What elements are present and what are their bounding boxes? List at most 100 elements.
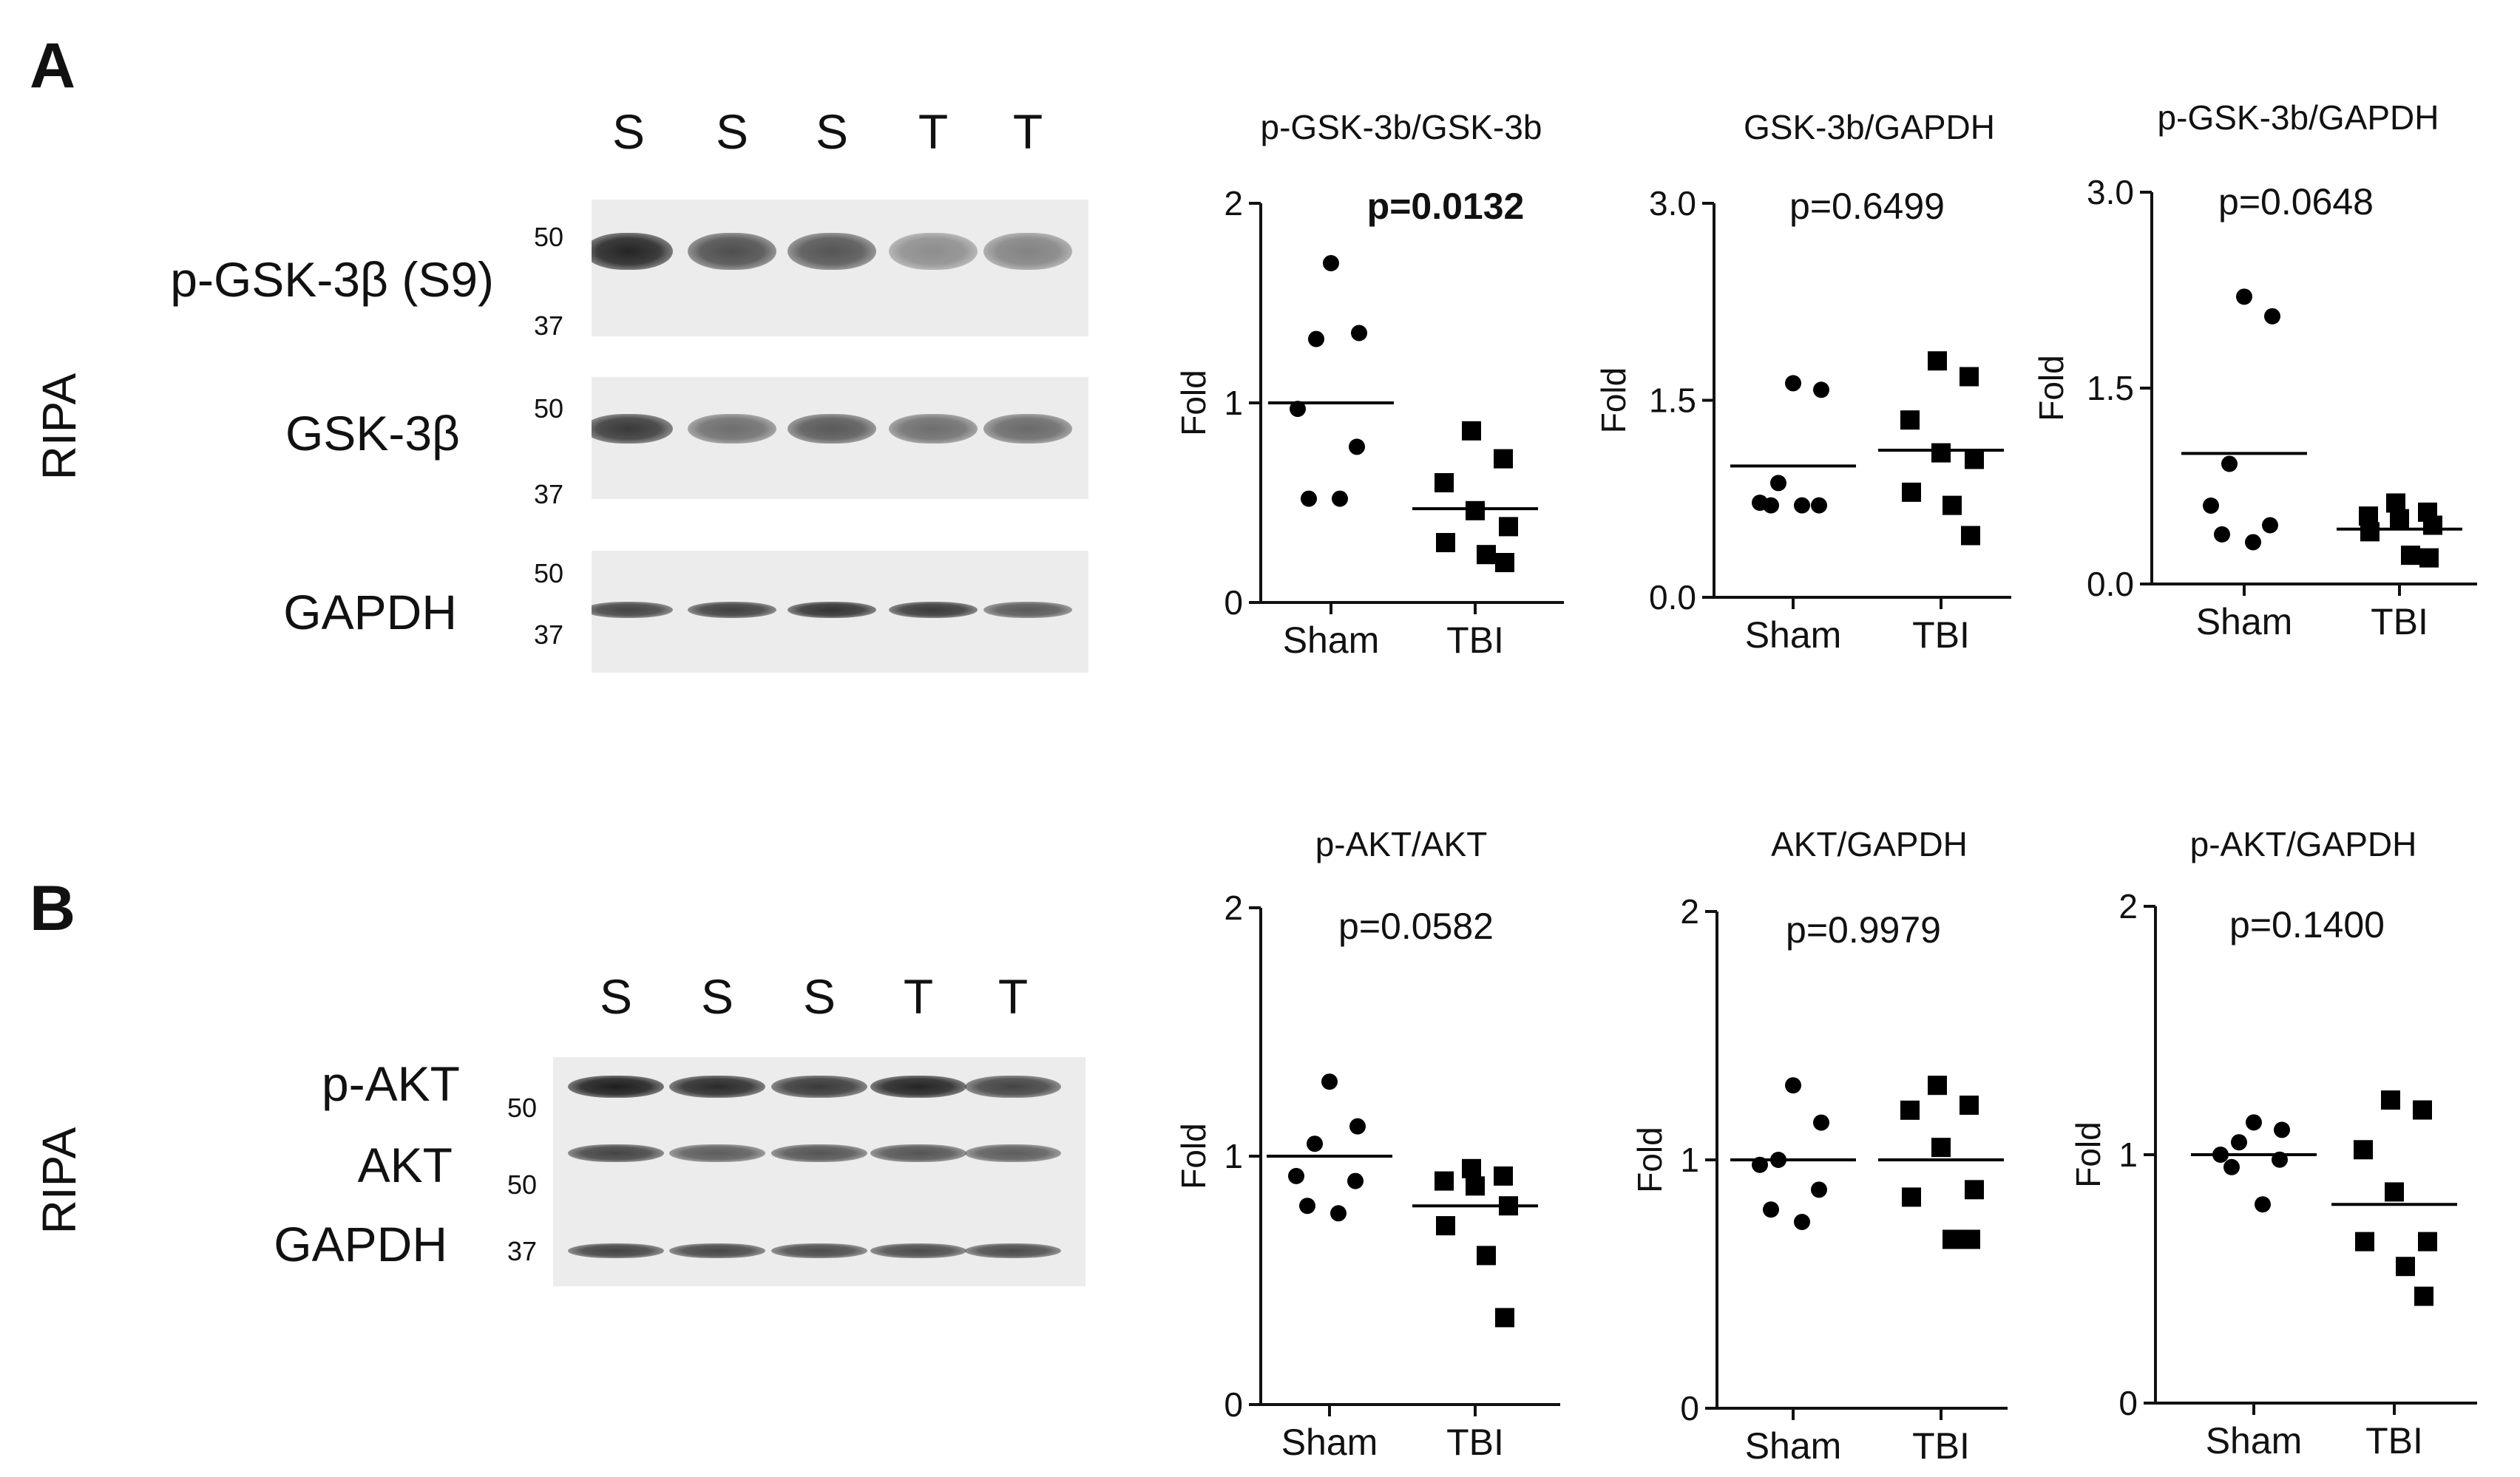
tbi-point xyxy=(2354,1140,2373,1160)
x-tick-label: Sham xyxy=(2206,1420,2303,1461)
blot-band xyxy=(592,602,673,618)
tbi-point xyxy=(1477,1246,1496,1266)
mw-marker: 50 xyxy=(507,1093,538,1123)
p-value-label: p=0.0582 xyxy=(1338,906,1494,947)
blot-band xyxy=(870,1144,966,1162)
sham-point xyxy=(1770,475,1786,492)
chart-title: p-GSK-3b/GAPDH xyxy=(2158,98,2439,137)
x-tick-label: Sham xyxy=(1745,614,1842,656)
sham-point xyxy=(2203,498,2219,514)
tbi-point xyxy=(1435,473,1454,492)
sham-point xyxy=(1347,1172,1364,1189)
blot-band xyxy=(771,1144,867,1162)
blot-band xyxy=(688,414,776,444)
tbi-point xyxy=(2385,1182,2404,1202)
tbi-point xyxy=(1942,1229,1962,1249)
tbi-point xyxy=(1435,1171,1454,1191)
protein-label: AKT xyxy=(357,1138,453,1192)
tbi-point xyxy=(1961,526,1980,546)
tbi-point xyxy=(1477,545,1496,565)
sham-point xyxy=(1321,1073,1338,1090)
tbi-point xyxy=(1494,1166,1513,1186)
tbi-point xyxy=(1495,1308,1514,1328)
x-tick-label: Sham xyxy=(1281,1422,1378,1463)
panel-b-letter: B xyxy=(30,873,76,944)
tbi-point xyxy=(2418,1232,2437,1252)
tbi-point xyxy=(1436,1216,1455,1236)
chart-title: p-AKT/AKT xyxy=(1315,825,1488,863)
sham-point xyxy=(2255,1196,2271,1213)
sham-point xyxy=(1794,497,1810,514)
blot-strip xyxy=(553,1057,1085,1286)
tbi-point xyxy=(1965,1180,1984,1200)
tbi-point xyxy=(1928,351,1947,371)
tbi-point xyxy=(2413,1100,2432,1120)
lane-label: S xyxy=(815,104,849,159)
mw-marker: 50 xyxy=(534,558,564,588)
sham-point xyxy=(1811,497,1827,514)
blot-band xyxy=(983,602,1072,618)
lane-label: S xyxy=(700,969,734,1024)
sham-point xyxy=(2262,517,2278,534)
y-tick-label: 2 xyxy=(1224,889,1243,927)
tbi-point xyxy=(1902,1187,1921,1207)
tbi-point xyxy=(2360,522,2380,542)
sham-point xyxy=(1323,255,1339,271)
lane-label: S xyxy=(715,104,749,159)
lane-label: T xyxy=(903,969,934,1024)
sham-point xyxy=(1811,1181,1827,1198)
blot-band xyxy=(669,1243,765,1258)
chart-title: p-AKT/GAPDH xyxy=(2190,825,2417,863)
blot-band xyxy=(965,1243,1061,1258)
mw-marker: 50 xyxy=(507,1169,538,1200)
sham-point xyxy=(1301,490,1317,507)
lane-label: T xyxy=(1012,104,1043,159)
blot-band xyxy=(568,1243,664,1258)
y-tick-label: 1.5 xyxy=(1649,381,1696,420)
tbi-point xyxy=(1466,1176,1485,1196)
blot-band xyxy=(788,414,876,444)
tbi-point xyxy=(1960,367,1979,387)
sham-point xyxy=(1349,438,1365,455)
sham-point xyxy=(2274,1121,2290,1138)
tbi-point xyxy=(2390,509,2409,529)
x-tick-label: TBI xyxy=(1446,1422,1504,1463)
sham-point xyxy=(1351,325,1367,342)
y-tick-label: 2 xyxy=(1680,892,1699,931)
x-tick-label: Sham xyxy=(2196,601,2293,642)
sham-point xyxy=(1308,330,1324,347)
sham-point xyxy=(2246,1114,2262,1131)
tbi-point xyxy=(2401,546,2420,566)
tbi-point xyxy=(2396,1257,2415,1277)
mw-marker: 37 xyxy=(507,1236,538,1266)
sham-point xyxy=(1794,1214,1810,1230)
blot-band xyxy=(889,233,978,270)
blot-band xyxy=(870,1076,966,1098)
tbi-point xyxy=(2355,1232,2374,1252)
sham-point xyxy=(1307,1135,1323,1152)
y-tick-label: 3.0 xyxy=(2087,173,2134,211)
tbi-point xyxy=(1942,495,1962,515)
y-tick-label: 1 xyxy=(2118,1135,2138,1174)
p-value-label: p=0.9979 xyxy=(1786,909,1941,951)
chart-title: GSK-3b/GAPDH xyxy=(1744,108,1995,146)
sham-point xyxy=(2245,534,2261,551)
sham-point xyxy=(1330,1205,1347,1222)
lane-label: T xyxy=(918,104,949,159)
sham-point xyxy=(2221,455,2238,472)
x-tick-label: Sham xyxy=(1283,619,1380,661)
tbi-point xyxy=(1961,1229,1980,1249)
p-value-label: p=0.0132 xyxy=(1367,186,1525,227)
tbi-point xyxy=(1931,1138,1951,1158)
mw-marker: 50 xyxy=(534,393,564,424)
chart-3: p-GSK-3b/GAPDH p=0.0648 0.0 1.5 3.0 Fold Sham T… xyxy=(2032,98,2477,642)
y-axis-label: Fold xyxy=(2069,1121,2107,1187)
p-value-label: p=0.6499 xyxy=(1789,186,1945,227)
mw-marker: 37 xyxy=(534,619,564,650)
chart-4: p-AKT/AKT p=0.0582 0 1 2 Fold Sham TBI xyxy=(1174,825,1560,1463)
blot-band xyxy=(688,602,776,618)
sham-point xyxy=(1299,1198,1315,1215)
tbi-point xyxy=(1931,443,1951,463)
blot-strip xyxy=(592,200,1088,336)
